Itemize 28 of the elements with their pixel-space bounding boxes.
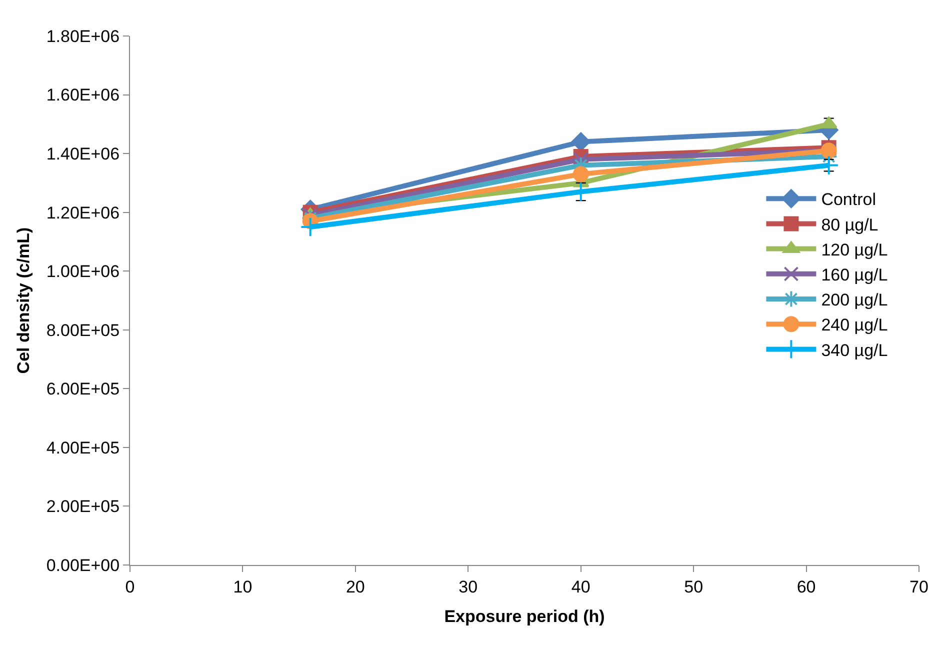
y-tick-label: 1.00E+06 (46, 262, 120, 282)
y-tick-label: 8.00E+05 (46, 320, 120, 340)
y-axis-title: Cel density (c/mL) (14, 227, 33, 374)
y-tick-label: 2.00E+05 (46, 497, 120, 516)
y-tick-label: 1.80E+06 (46, 26, 120, 46)
y-tick-label: 1.60E+06 (46, 86, 120, 105)
x-tick-label: 10 (233, 577, 252, 596)
x-tick-label: 40 (571, 577, 590, 596)
point (572, 166, 589, 182)
legend-label: 200 µg/L (821, 290, 888, 310)
legend-label: 80 µg/L (821, 215, 878, 234)
x-tick-label: 60 (796, 577, 816, 596)
x-tick-label: 50 (684, 577, 704, 596)
x-tick-label: 70 (910, 577, 928, 596)
y-tick-label: 1.40E+06 (46, 144, 120, 164)
y-tick-label: 0.00E+00 (46, 556, 120, 575)
y-tick-label: 6.00E+05 (46, 380, 120, 399)
x-tick-label: 20 (346, 577, 365, 596)
legend-label: 240 µg/L (821, 316, 888, 335)
legend-label: 120 µg/L (821, 240, 888, 260)
legend-label: 160 µg/L (821, 266, 888, 285)
x-tick-label: 30 (458, 577, 478, 596)
y-tick-label: 1.20E+06 (46, 203, 120, 222)
legend-label: 340 µg/L (821, 340, 888, 360)
legend-label: Control (821, 190, 876, 210)
y-tick-label: 4.00E+05 (46, 438, 120, 458)
x-axis-title: Exposure period (h) (444, 606, 605, 626)
x-tick-label: 0 (125, 577, 135, 596)
